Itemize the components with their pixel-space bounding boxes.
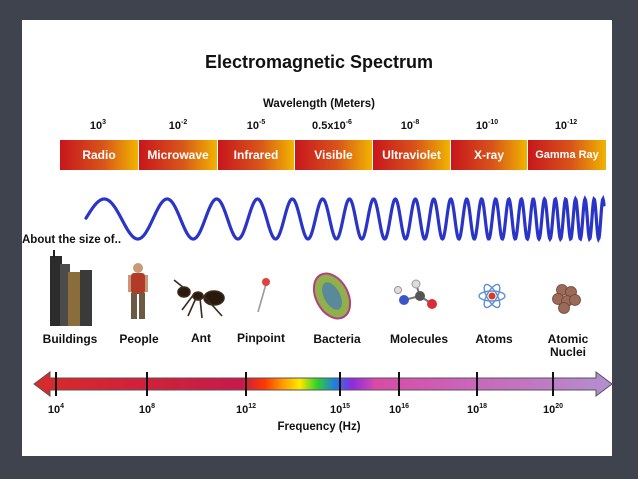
wavelength-value: 10-12 xyxy=(554,119,578,132)
object-label-pinpoint: Pinpoint xyxy=(237,331,285,345)
wavelength-value: 10-10 xyxy=(475,119,499,132)
frequency-value: 1020 xyxy=(542,403,564,416)
buildings-icon xyxy=(50,250,92,326)
frequency-value: 1012 xyxy=(235,403,257,416)
band-visible: Visible xyxy=(295,140,372,170)
frequency-value: 1015 xyxy=(329,403,351,416)
object-label-atomic-nuclei: Atomic Nuclei xyxy=(547,332,589,359)
page-title: Electromagnetic Spectrum xyxy=(204,52,434,72)
wave-line xyxy=(84,194,606,244)
frequency-value: 104 xyxy=(47,403,65,416)
wavelength-value: 0.5x10-6 xyxy=(312,119,352,132)
wavelength-value: 103 xyxy=(89,119,107,132)
band-infrared: Infrared xyxy=(218,140,294,170)
wavelength-value: 10-8 xyxy=(400,119,420,132)
frequency-value: 1016 xyxy=(388,403,410,416)
frequency-arrow-body xyxy=(33,371,613,397)
nucleus-icon xyxy=(552,284,581,314)
bacteria-icon xyxy=(312,272,352,320)
pin-icon xyxy=(257,278,270,313)
band-xray: X-ray xyxy=(451,140,527,170)
band-radio: Radio xyxy=(60,140,138,170)
frequency-value: 1018 xyxy=(466,403,488,416)
ant-icon xyxy=(173,279,225,319)
atom-icon xyxy=(478,283,506,309)
object-label-ant: Ant xyxy=(191,331,211,345)
object-label-atoms: Atoms xyxy=(475,332,513,346)
frequency-axis-title: Frequency (Hz) xyxy=(277,421,361,433)
object-label-bacteria: Bacteria xyxy=(313,332,361,346)
band-gamma-ray: Gamma Ray xyxy=(528,140,606,170)
wavelength-axis-title: Wavelength (Meters) xyxy=(262,98,376,110)
wavelength-value: 10-2 xyxy=(168,119,188,132)
band-microwave: Microwave xyxy=(139,140,217,170)
wavelength-value: 10-5 xyxy=(246,119,266,132)
frequency-value: 108 xyxy=(138,403,156,416)
object-label-people: People xyxy=(119,332,159,346)
object-label-molecules: Molecules xyxy=(389,332,449,346)
object-label-buildings: Buildings xyxy=(42,332,98,346)
size-comparison-label: About the size of.. xyxy=(22,234,122,246)
person-icon xyxy=(128,263,148,319)
band-ultraviolet: Ultraviolet xyxy=(373,140,450,170)
molecule-icon xyxy=(394,279,437,309)
